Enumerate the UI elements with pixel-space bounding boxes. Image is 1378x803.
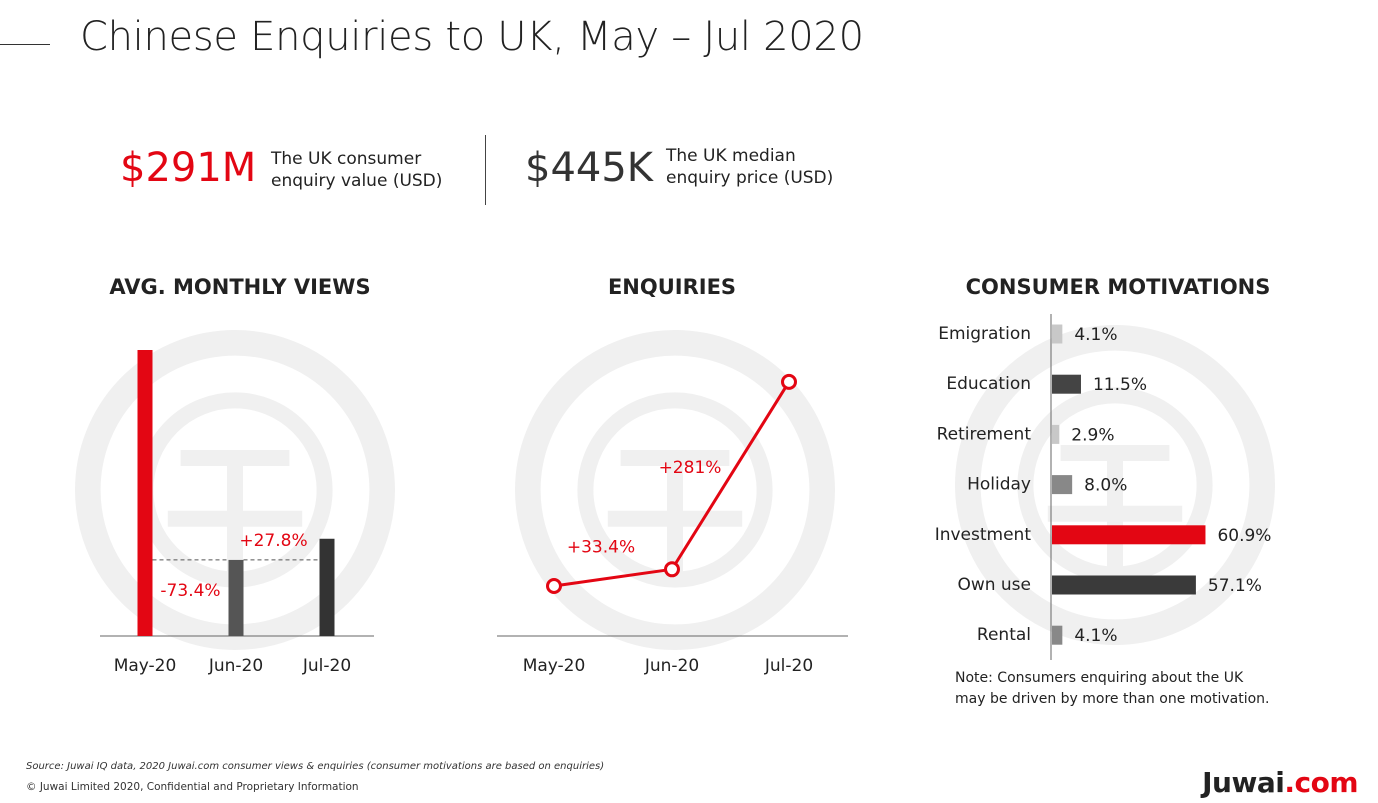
motivation-bar-holiday	[1052, 475, 1073, 495]
motivation-value-label: 8.0%	[1084, 476, 1127, 496]
watermark-emblem	[514, 329, 835, 650]
motivation-category-label: Education	[946, 374, 1031, 394]
motivation-category-label: Rental	[977, 625, 1031, 645]
chart-title-views: AVG. MONTHLY VIEWS	[109, 275, 371, 299]
enquiries-tick-label: May-20	[523, 656, 586, 676]
watermark-emblem	[954, 324, 1275, 645]
kpi-median-price: $445K	[525, 145, 654, 191]
kpi-enquiry-value-desc-line1: The UK consumer	[271, 149, 422, 169]
views-tick-label: May-20	[114, 656, 177, 676]
watermark-ring	[954, 324, 1275, 645]
chart-title-enquiries: ENQUIRIES	[607, 275, 737, 299]
watermark-ring	[75, 329, 395, 650]
brand-name: Juwai	[1202, 766, 1285, 799]
page-title: Chinese Enquiries to UK, May – Jul 2020	[80, 14, 864, 60]
enquiries-change-label: +281%	[659, 458, 722, 478]
kpi-enquiry-value: $291M	[120, 145, 257, 191]
motivation-bar-education	[1052, 374, 1081, 394]
source-text: Source: Juwai IQ data, 2020 Juwai.com co…	[26, 761, 605, 772]
kpi-enquiry-value-desc-line2: enquiry value (USD)	[271, 171, 443, 191]
watermark-ring	[514, 329, 835, 650]
copyright-text: © Juwai Limited 2020, Confidential and P…	[26, 781, 359, 793]
note-line2: may be driven by more than one motivatio…	[955, 691, 1270, 707]
motivation-category-label: Investment	[935, 525, 1032, 545]
motivation-value-label: 2.9%	[1071, 425, 1114, 445]
motivation-bar-own-use	[1052, 575, 1196, 595]
views-bar-may-20	[137, 350, 153, 636]
title-rule	[0, 44, 50, 45]
kpi-median-price-desc-line2: enquiry price (USD)	[666, 168, 834, 188]
motivation-value-label: 11.5%	[1093, 375, 1147, 395]
motivation-bar-investment	[1052, 525, 1206, 545]
motivation-category-label: Retirement	[937, 424, 1032, 444]
motivation-bar-rental	[1052, 625, 1063, 645]
enquiries-chart: May-20 Jun-20 Jul-20 +33.4% +281%	[497, 373, 848, 676]
views-tick-label: Jul-20	[302, 656, 351, 676]
watermark-layer	[75, 324, 1275, 650]
views-change-label: +27.8%	[239, 531, 307, 551]
motivation-category-label: Emigration	[938, 324, 1031, 344]
motivation-value-label: 4.1%	[1074, 626, 1117, 646]
enquiries-change-label: +33.4%	[567, 537, 635, 557]
enquiries-tick-label: Jul-20	[764, 656, 813, 676]
motivation-category-label: Holiday	[967, 475, 1031, 495]
views-chart: May-20 Jun-20 Jul-20 -73.4% +27.8%	[100, 350, 374, 676]
enquiries-point-may-20	[546, 578, 562, 594]
enquiries-tick-label: Jun-20	[644, 656, 699, 676]
motivation-bar-emigration	[1052, 324, 1063, 344]
kpi-divider	[485, 135, 486, 205]
kpi-median-price-desc-line1: The UK median	[666, 146, 796, 166]
views-change-label: -73.4%	[160, 581, 220, 601]
note-line1: Note: Consumers enquiring about the UK	[955, 670, 1244, 686]
views-tick-label: Jun-20	[208, 656, 263, 676]
motivation-value-label: 4.1%	[1074, 325, 1117, 345]
brand-logo: Juwai.com	[1202, 766, 1358, 799]
views-bar-jul-20	[319, 538, 335, 636]
brand-suffix: .com	[1284, 766, 1358, 799]
enquiries-point-jul-20	[781, 373, 797, 390]
enquiries-point-jun-20	[664, 561, 680, 578]
chart-title-motivations: CONSUMER MOTIVATIONS	[965, 275, 1271, 299]
motivation-value-label: 60.9%	[1217, 526, 1271, 546]
motivation-value-label: 57.1%	[1208, 576, 1262, 596]
motivations-chart: Emigration 4.1% Education 11.5% Retirement 2.…	[935, 314, 1271, 660]
motivation-bar-retirement	[1052, 424, 1060, 444]
motivation-category-label: Own use	[957, 575, 1031, 595]
views-bar-jun-20	[228, 559, 244, 636]
